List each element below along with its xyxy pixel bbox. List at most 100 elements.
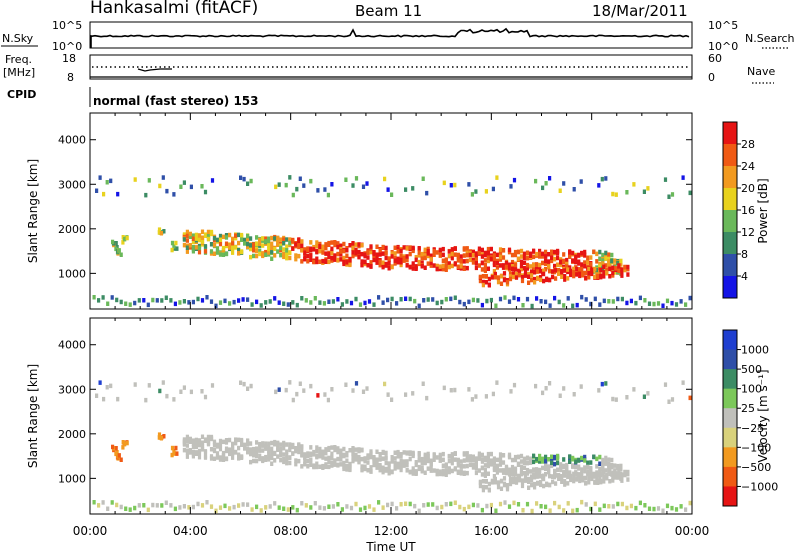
scatter-cell	[432, 457, 436, 462]
scatter-cell	[538, 251, 542, 257]
scatter-cell	[584, 480, 588, 486]
scatter-cell	[411, 266, 415, 271]
y-tick-label: 4000	[58, 134, 86, 147]
scatter-cell	[486, 463, 490, 469]
scatter-cell	[483, 467, 487, 473]
scatter-cell	[496, 275, 501, 280]
scatter-cell	[417, 246, 421, 251]
scatter-cell	[386, 502, 390, 508]
scatter-cell	[399, 262, 403, 268]
scatter-cell	[322, 301, 326, 306]
scatter-cell	[133, 505, 137, 511]
scatter-cell	[358, 302, 363, 307]
scatter-cell	[209, 447, 214, 452]
scatter-cell	[273, 451, 277, 456]
scatter-cell	[601, 252, 605, 258]
scatter-cell	[157, 432, 162, 437]
colorbar-tick-label: 28	[741, 138, 755, 151]
scatter-cell	[203, 249, 208, 254]
scatter-cell	[532, 254, 536, 260]
scatter-cell	[538, 456, 542, 462]
scatter-cell	[360, 464, 364, 469]
scatter-cell	[363, 259, 367, 265]
scatter-cell	[261, 456, 265, 461]
scatter-cell	[447, 458, 451, 464]
scatter-cell	[169, 503, 173, 508]
scatter-cell	[188, 439, 192, 444]
scatter-cell	[157, 435, 161, 440]
scatter-cell	[345, 260, 349, 265]
scatter-cell	[237, 445, 241, 451]
scatter-cell	[306, 451, 310, 456]
scatter-cell	[316, 188, 320, 193]
scatter-cell	[629, 298, 633, 304]
scatter-cell	[619, 463, 623, 469]
scatter-cell	[530, 273, 534, 278]
scatter-cell	[538, 262, 542, 268]
scatter-cell	[614, 266, 618, 271]
scatter-cell	[399, 467, 403, 473]
scatter-cell	[357, 249, 361, 255]
scatter-cell	[212, 236, 217, 241]
scatter-cell	[422, 298, 426, 303]
scatter-cell	[124, 301, 128, 306]
scatter-cell	[387, 266, 391, 271]
scatter-cell	[365, 181, 369, 186]
scatter-cell	[395, 301, 399, 306]
scatter-cell	[270, 461, 274, 466]
scatter-cell	[647, 301, 652, 306]
y-tick-label: 4000	[58, 339, 86, 352]
scatter-cell	[411, 468, 415, 474]
scatter-cell	[548, 277, 552, 283]
scatter-cell	[306, 458, 310, 464]
scatter-cell	[444, 472, 448, 477]
scatter-cell	[511, 476, 516, 481]
scatter-cell	[560, 474, 564, 479]
scatter-cell	[330, 445, 334, 450]
power-colorbar-label: Power [dB]	[756, 178, 770, 243]
scatter-cell	[544, 466, 548, 472]
scatter-cell	[581, 475, 585, 481]
scatter-cell	[471, 457, 475, 463]
scatter-cell	[541, 390, 545, 396]
scatter-cell	[480, 247, 484, 253]
scatter-cell	[593, 479, 597, 485]
scatter-cell	[417, 259, 421, 265]
scatter-cell	[530, 474, 534, 479]
scatter-cell	[516, 502, 521, 507]
scatter-cell	[519, 464, 524, 470]
scatter-cell	[231, 451, 235, 456]
nave-right-tick-top: 60	[708, 52, 722, 65]
scatter-cell	[174, 445, 178, 451]
scatter-cell	[480, 507, 484, 513]
scatter-cell	[386, 392, 390, 397]
scatter-cell	[206, 441, 211, 447]
scatter-cell	[568, 249, 572, 254]
scatter-cell	[477, 263, 481, 268]
scatter-cell	[593, 267, 597, 272]
scatter-cell	[665, 503, 670, 509]
freq-panel: Freq. [MHz] 18 8 60 0 Nave	[3, 52, 775, 84]
scatter-cell	[158, 183, 162, 189]
scatter-cell	[228, 450, 232, 455]
scatter-cell	[300, 464, 304, 469]
scatter-cell	[345, 458, 349, 463]
scatter-cell	[502, 482, 507, 488]
scatter-cell	[525, 262, 530, 268]
scatter-cell	[566, 472, 570, 477]
scatter-cell	[321, 455, 325, 460]
scatter-cell	[571, 250, 575, 256]
scatter-cell	[354, 296, 358, 302]
scatter-cell	[228, 245, 232, 250]
scatter-cell	[638, 500, 642, 506]
scatter-cell	[679, 504, 683, 509]
scatter-cell	[577, 458, 581, 463]
scatter-cell	[357, 459, 361, 465]
scatter-cell	[231, 241, 235, 246]
scatter-cell	[348, 462, 352, 468]
scatter-cell	[595, 259, 599, 264]
scatter-cell	[587, 480, 591, 485]
scatter-cell	[527, 274, 531, 279]
scatter-cell	[508, 276, 513, 282]
scatter-cell	[399, 256, 403, 262]
